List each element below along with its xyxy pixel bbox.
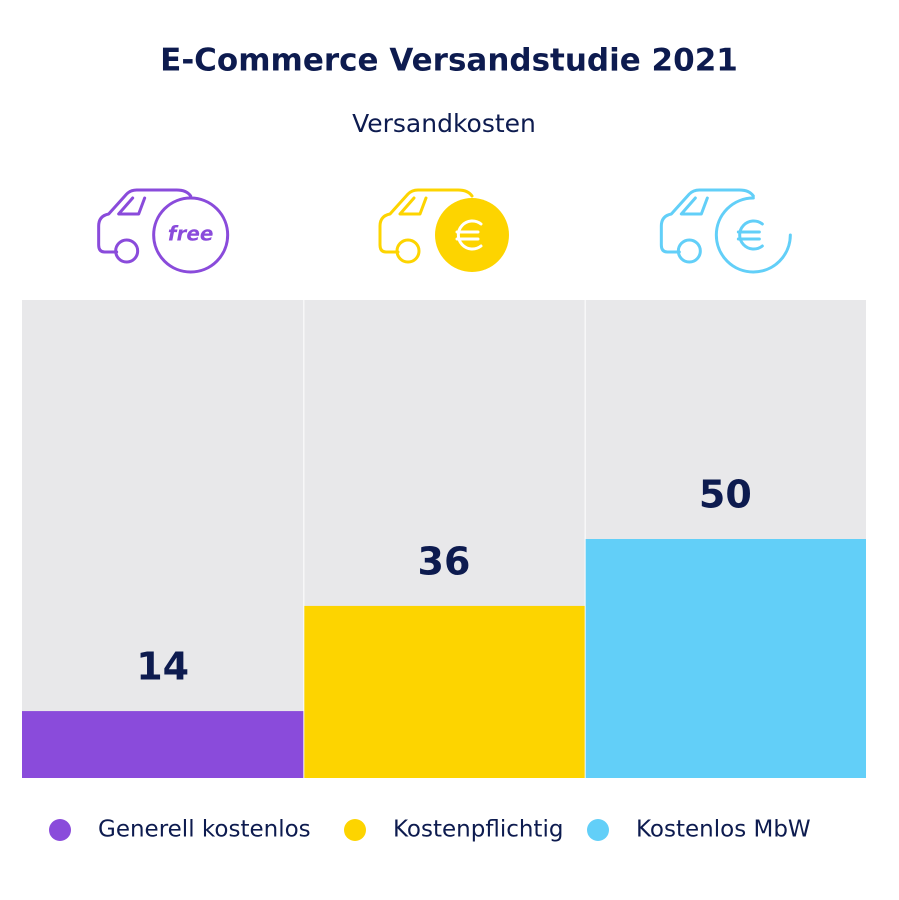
- legend-marker: [49, 819, 71, 841]
- car-wheel: [395, 238, 421, 264]
- car-wheel: [676, 238, 702, 264]
- car-window: [679, 196, 709, 216]
- value-label: 50: [699, 473, 752, 517]
- bar: [22, 711, 304, 778]
- value-label: 14: [136, 645, 189, 689]
- bar: [304, 605, 585, 778]
- legend-marker: [344, 819, 366, 841]
- icon: [659, 188, 792, 274]
- legend-marker: [587, 819, 609, 841]
- badge-arc: [714, 196, 792, 274]
- legend-label: Generell kostenlos: [98, 817, 311, 843]
- euro-sign: [455, 219, 483, 251]
- bar: [585, 539, 866, 778]
- value-label: 36: [418, 539, 471, 583]
- icon: free: [97, 188, 230, 274]
- badge-circle: [152, 196, 230, 274]
- chart-subtitle: Versandkosten: [352, 109, 536, 138]
- car-wheel: [114, 238, 140, 264]
- car-outline: [378, 188, 474, 254]
- legend-label: Kostenpflichtig: [393, 817, 563, 843]
- legend-label: Kostenlos MbW: [636, 817, 811, 843]
- badge-circle: [435, 198, 509, 272]
- car-window: [117, 196, 147, 216]
- euro-sign: [736, 219, 764, 251]
- column-background: [22, 300, 304, 778]
- chart-title: E-Commerce Versandstudie 2021: [160, 43, 738, 79]
- car-outline: [659, 188, 755, 254]
- car-outline: [97, 188, 193, 254]
- icon: [378, 188, 509, 272]
- badge-label: free: [168, 222, 214, 246]
- car-window: [398, 196, 428, 216]
